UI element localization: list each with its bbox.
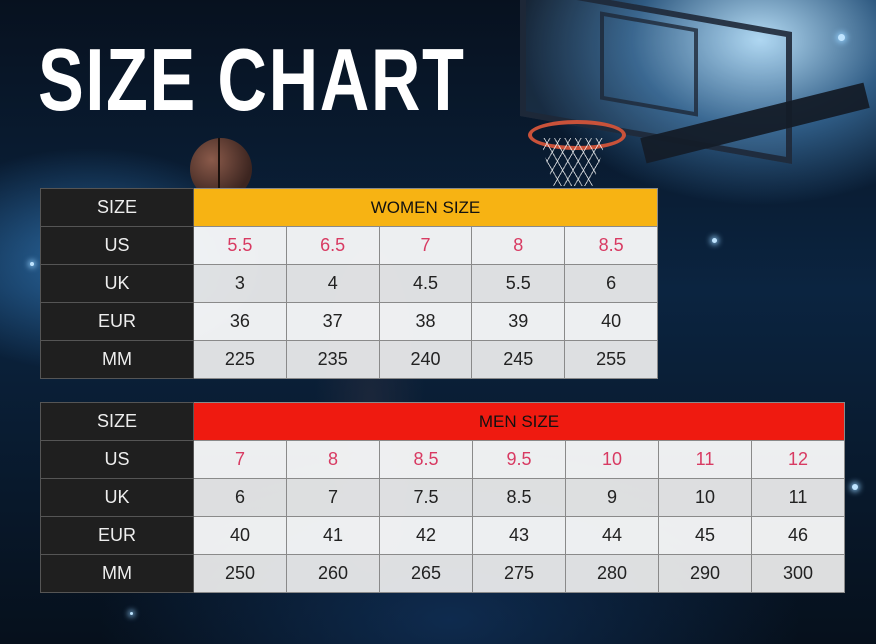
hoop-net-graphic <box>540 138 606 186</box>
row-label: MM <box>40 554 194 593</box>
row-label: US <box>40 226 194 265</box>
size-cell: 9 <box>565 478 659 517</box>
page-title: SIZE CHART <box>38 30 466 129</box>
size-cell: 6 <box>193 478 287 517</box>
size-cell: 8.5 <box>472 478 566 517</box>
light-sparkle <box>838 34 845 41</box>
size-cell: 39 <box>471 302 566 341</box>
row-label: UK <box>40 478 194 517</box>
size-cell: 8 <box>471 226 566 265</box>
size-cell: 7 <box>193 440 287 479</box>
size-cell: 7 <box>286 478 380 517</box>
men-size-table: SIZE MEN SIZE US 7 8 8.5 9.5 10 11 12 UK… <box>40 402 845 593</box>
men-row-us: US 7 8 8.5 9.5 10 11 12 <box>40 440 845 479</box>
size-cell: 4.5 <box>378 264 473 303</box>
women-row-mm: MM 225 235 240 245 255 <box>40 340 658 379</box>
size-cell: 5.5 <box>471 264 566 303</box>
size-cell: 40 <box>564 302 658 341</box>
women-row-us: US 5.5 6.5 7 8 8.5 <box>40 226 658 265</box>
size-cell: 46 <box>751 516 845 555</box>
size-cell: 240 <box>378 340 473 379</box>
size-cell: 43 <box>472 516 566 555</box>
women-row-eur: EUR 36 37 38 39 40 <box>40 302 658 341</box>
size-cell: 10 <box>565 440 659 479</box>
row-label: UK <box>40 264 194 303</box>
size-cell: 11 <box>658 440 752 479</box>
size-cell: 36 <box>193 302 287 341</box>
light-sparkle <box>852 484 858 490</box>
size-cell: 10 <box>658 478 752 517</box>
light-sparkle <box>130 612 133 615</box>
size-cell: 8 <box>286 440 380 479</box>
men-row-eur: EUR 40 41 42 43 44 45 46 <box>40 516 845 555</box>
size-cell: 7 <box>378 226 473 265</box>
size-cell: 275 <box>472 554 566 593</box>
size-cell: 42 <box>379 516 473 555</box>
light-sparkle <box>712 238 717 243</box>
size-cell: 265 <box>379 554 473 593</box>
men-header-row: SIZE MEN SIZE <box>40 402 845 441</box>
men-row-mm: MM 250 260 265 275 280 290 300 <box>40 554 845 593</box>
size-cell: 37 <box>285 302 380 341</box>
size-cell: 235 <box>285 340 380 379</box>
women-size-table: SIZE WOMEN SIZE US 5.5 6.5 7 8 8.5 UK 3 … <box>40 188 658 379</box>
size-cell: 45 <box>658 516 752 555</box>
size-cell: 40 <box>193 516 287 555</box>
women-header-row: SIZE WOMEN SIZE <box>40 188 658 227</box>
size-cell: 255 <box>564 340 658 379</box>
men-row-uk: UK 6 7 7.5 8.5 9 10 11 <box>40 478 845 517</box>
size-cell: 4 <box>285 264 380 303</box>
size-cell: 290 <box>658 554 752 593</box>
women-size-title: WOMEN SIZE <box>193 188 658 227</box>
men-size-title: MEN SIZE <box>193 402 845 441</box>
size-cell: 250 <box>193 554 287 593</box>
women-size-label: SIZE <box>40 188 194 227</box>
size-cell: 41 <box>286 516 380 555</box>
size-cell: 12 <box>751 440 845 479</box>
size-cell: 8.5 <box>379 440 473 479</box>
row-label: MM <box>40 340 194 379</box>
row-label: US <box>40 440 194 479</box>
backboard-square-graphic <box>600 11 698 117</box>
size-cell: 38 <box>378 302 473 341</box>
size-cell: 300 <box>751 554 845 593</box>
size-cell: 9.5 <box>472 440 566 479</box>
size-cell: 6 <box>564 264 658 303</box>
row-label: EUR <box>40 302 194 341</box>
size-cell: 7.5 <box>379 478 473 517</box>
size-cell: 3 <box>193 264 287 303</box>
size-cell: 245 <box>471 340 566 379</box>
size-cell: 8.5 <box>564 226 658 265</box>
row-label: EUR <box>40 516 194 555</box>
men-size-label: SIZE <box>40 402 194 441</box>
light-sparkle <box>30 262 34 266</box>
size-cell: 11 <box>751 478 845 517</box>
size-cell: 225 <box>193 340 287 379</box>
women-row-uk: UK 3 4 4.5 5.5 6 <box>40 264 658 303</box>
size-cell: 44 <box>565 516 659 555</box>
size-cell: 260 <box>286 554 380 593</box>
size-cell: 6.5 <box>285 226 380 265</box>
size-cell: 280 <box>565 554 659 593</box>
size-cell: 5.5 <box>193 226 287 265</box>
